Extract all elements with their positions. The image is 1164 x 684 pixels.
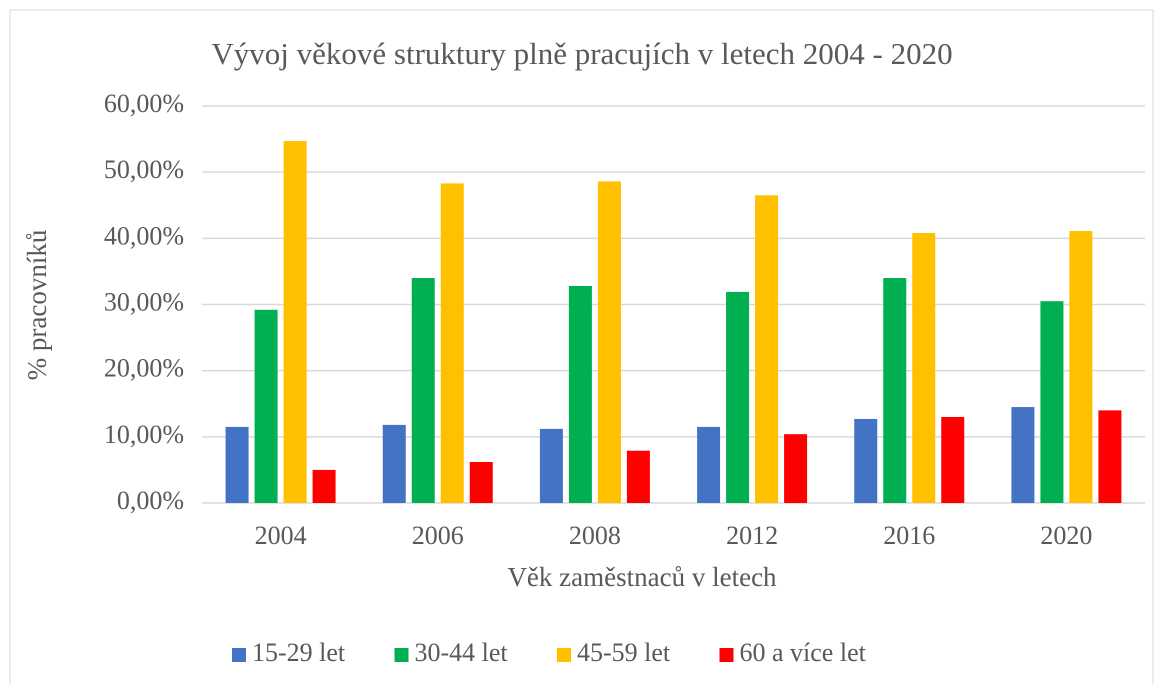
y-tick-label: 60,00% (104, 89, 184, 118)
bar (312, 469, 336, 503)
bar (225, 426, 249, 503)
legend-label: 45-59 let (577, 638, 671, 667)
bar (941, 416, 965, 503)
bar (1098, 410, 1122, 503)
bar (539, 428, 563, 503)
bar (382, 424, 406, 503)
bar (697, 426, 721, 503)
chart-title: Vývoj věkové struktury plně pracujích v … (211, 36, 952, 71)
bar (283, 141, 307, 503)
x-tick-label: 2012 (726, 521, 778, 550)
bar (912, 233, 936, 504)
y-tick-label: 0,00% (117, 486, 184, 515)
y-tick-label: 40,00% (104, 221, 184, 250)
legend-swatch (232, 648, 246, 662)
bar (755, 195, 779, 503)
bar (1040, 301, 1064, 503)
y-tick-label: 20,00% (104, 354, 184, 383)
legend-swatch (394, 648, 409, 662)
x-tick-label: 2016 (883, 521, 935, 550)
bar (1069, 231, 1093, 503)
chart-border (9, 9, 1154, 684)
bar (597, 181, 621, 503)
bar (626, 450, 650, 503)
y-tick-label: 10,00% (104, 420, 184, 449)
bar (726, 291, 750, 503)
bar (883, 278, 907, 503)
x-axis-label: Věk zaměstnaců v letech (507, 562, 777, 592)
bar (784, 434, 808, 503)
bar (1011, 407, 1035, 503)
y-tick-label: 30,00% (104, 287, 184, 316)
legend-swatch (719, 648, 734, 662)
bar (411, 278, 435, 503)
bar (469, 461, 493, 503)
legend-label: 15-29 let (252, 638, 346, 667)
x-tick-label: 2006 (412, 521, 464, 550)
x-tick-label: 2004 (255, 521, 307, 550)
x-tick-label: 2020 (1040, 521, 1092, 550)
y-axis-label: % pracovníků (22, 229, 52, 380)
bar (254, 309, 278, 503)
bar (568, 285, 592, 503)
bar (854, 418, 878, 503)
legend-swatch (557, 648, 571, 662)
legend-label: 60 a více let (740, 638, 867, 667)
y-tick-label: 50,00% (104, 155, 184, 184)
x-tick-label: 2008 (569, 521, 621, 550)
bar (440, 183, 464, 504)
legend-label: 30-44 let (415, 638, 509, 667)
